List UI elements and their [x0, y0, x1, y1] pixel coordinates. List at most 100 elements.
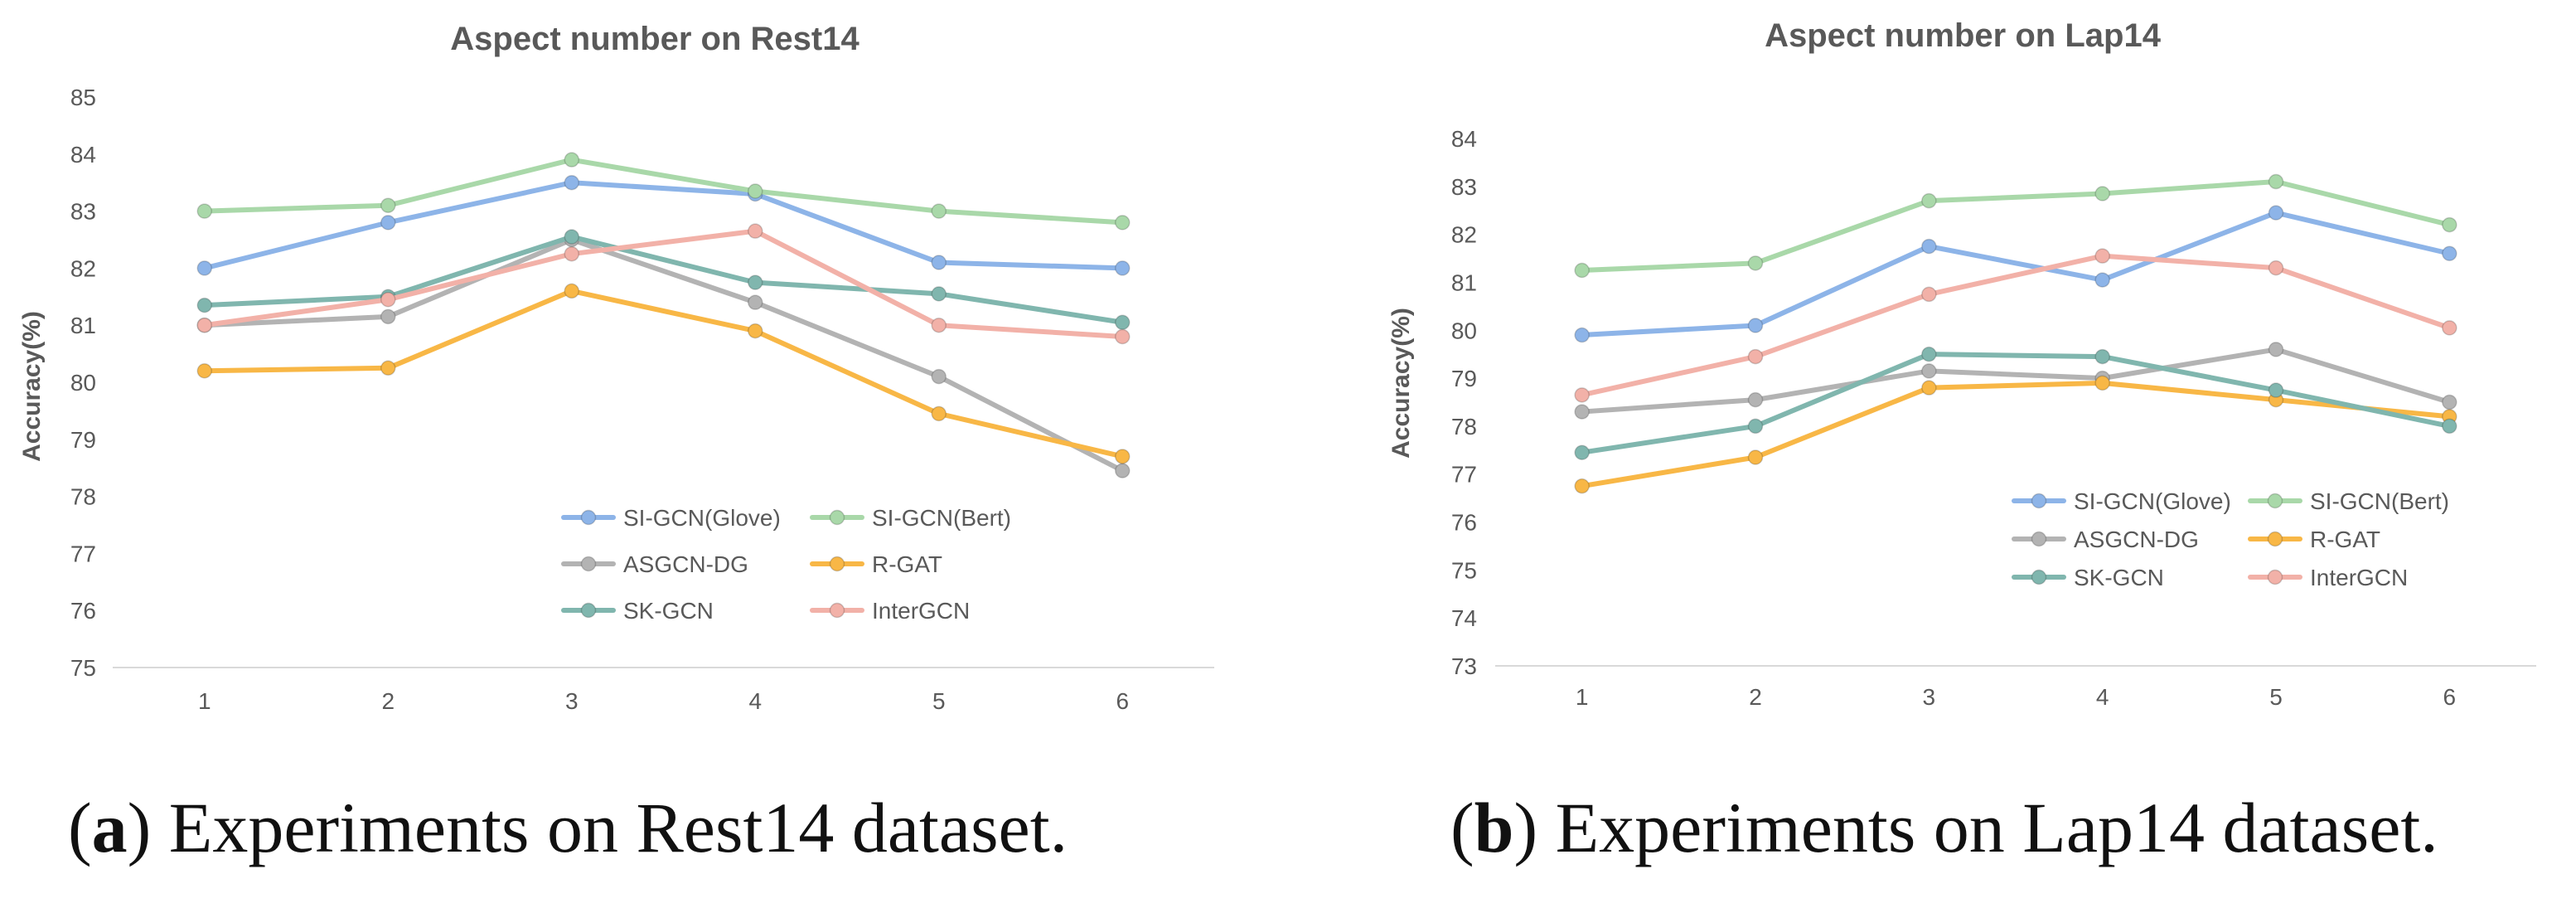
data-point-si-gcn-glove	[931, 255, 947, 270]
data-point-intergcn	[1747, 348, 1764, 365]
legend-marker-intergcn	[2267, 569, 2283, 585]
data-point-r-gat	[2094, 375, 2110, 391]
data-point-si-gcn-bert	[564, 152, 579, 168]
y-tick-label-rest14: 76	[70, 598, 96, 624]
data-point-si-gcn-bert	[1747, 255, 1764, 271]
y-tick-label-lap14: 79	[1451, 366, 1477, 391]
data-point-asgcn-dg	[931, 368, 947, 385]
legend-label-r-gat: R-GAT	[872, 551, 942, 577]
data-point-asgcn-dg	[748, 294, 763, 310]
y-tick-label-rest14: 82	[70, 255, 96, 281]
data-point-r-gat	[1574, 478, 1590, 494]
x-tick-label-lap14: 3	[1923, 684, 1936, 710]
legend-marker-si-gcn-bert	[829, 509, 845, 526]
legend-marker-r-gat	[829, 556, 845, 572]
data-point-asgcn-dg	[380, 308, 396, 325]
data-point-si-gcn-bert	[196, 203, 212, 219]
data-point-intergcn	[2094, 248, 2110, 264]
y-tick-label-rest14: 84	[70, 142, 96, 168]
x-tick-label-rest14: 5	[932, 688, 946, 714]
series-line-sk-gcn	[1579, 352, 2453, 455]
legend-label-intergcn: InterGCN	[2310, 565, 2408, 590]
data-point-si-gcn-bert	[2094, 186, 2110, 202]
y-tick-label-lap14: 73	[1451, 653, 1477, 679]
data-point-si-gcn-bert	[380, 197, 396, 213]
legend-marker-sk-gcn	[580, 602, 597, 619]
data-point-r-gat	[380, 360, 396, 376]
data-point-asgcn-dg	[1747, 391, 1764, 408]
caption-a: (a) Experiments on Rest14 dataset.	[68, 788, 1068, 867]
series-line-r-gat	[201, 288, 1126, 459]
legend-label-si-gcn-glove: SI-GCN(Glove)	[2074, 488, 2231, 514]
series-line-si-gcn-bert	[201, 157, 1126, 226]
series-line-asgcn-dg	[201, 237, 1126, 473]
data-point-intergcn	[1115, 328, 1131, 345]
chart-title-lap14: Aspect number on Lap14	[1765, 17, 2162, 54]
y-tick-label-lap14: 74	[1451, 605, 1477, 631]
legend-marker-si-gcn-bert	[2267, 493, 2283, 509]
legend-marker-si-gcn-glove	[580, 509, 597, 526]
data-point-r-gat	[748, 323, 763, 339]
legend-label-si-gcn-bert: SI-GCN(Bert)	[872, 505, 1011, 531]
y-tick-label-rest14: 83	[70, 199, 96, 225]
y-tick-label-lap14: 81	[1451, 269, 1477, 295]
legend-label-asgcn-dg: ASGCN-DG	[623, 551, 748, 577]
x-tick-label-lap14: 2	[1749, 684, 1762, 710]
y-tick-label-lap14: 78	[1451, 414, 1477, 439]
y-tick-label-rest14: 78	[70, 484, 96, 510]
y-tick-label-lap14: 75	[1451, 557, 1477, 583]
data-point-si-gcn-glove	[1747, 318, 1764, 333]
y-tick-label-lap14: 80	[1451, 318, 1477, 343]
y-tick-label-rest14: 80	[70, 370, 96, 396]
data-point-asgcn-dg	[2442, 394, 2457, 410]
x-tick-label-rest14: 6	[1116, 688, 1129, 714]
data-point-intergcn	[1574, 387, 1590, 403]
y-tick-label-lap14: 84	[1451, 126, 1477, 152]
y-tick-label-lap14: 77	[1451, 462, 1477, 488]
caption-a-letter: a	[91, 788, 128, 867]
data-point-sk-gcn	[1921, 346, 1937, 362]
data-point-si-gcn-glove	[2268, 205, 2284, 221]
legend-marker-asgcn-dg	[580, 556, 597, 572]
data-point-si-gcn-glove	[196, 260, 212, 276]
legend-label-sk-gcn: SK-GCN	[623, 598, 714, 624]
x-tick-label-lap14: 1	[1576, 684, 1589, 710]
x-tick-label-rest14: 4	[748, 688, 762, 714]
series-line-r-gat	[1579, 380, 2453, 489]
data-point-sk-gcn	[1574, 444, 1590, 460]
y-axis-label-lap14: Accuracy(%)	[1387, 308, 1415, 459]
caption-a-text: Experiments on Rest14 dataset.	[168, 788, 1068, 867]
chart-title-rest14: Aspect number on Rest14	[450, 21, 859, 57]
legend-marker-intergcn	[829, 602, 845, 619]
y-tick-label-lap14: 82	[1451, 222, 1477, 248]
legend-label-intergcn: InterGCN	[872, 598, 970, 624]
data-point-intergcn	[564, 245, 579, 262]
data-point-si-gcn-bert	[1574, 262, 1590, 279]
data-point-asgcn-dg	[1574, 404, 1590, 420]
data-point-intergcn	[2268, 260, 2284, 276]
caption-b: (b) Experiments on Lap14 dataset.	[1450, 788, 2438, 867]
y-tick-label-lap14: 76	[1451, 510, 1477, 536]
caption-b-text: Experiments on Lap14 dataset.	[1555, 788, 2438, 867]
y-tick-label-lap14: 83	[1451, 174, 1477, 200]
series-line-si-gcn-bert	[1579, 179, 2453, 273]
data-point-sk-gcn	[564, 229, 579, 245]
data-point-intergcn	[196, 317, 212, 333]
data-point-sk-gcn	[748, 274, 763, 290]
data-point-si-gcn-bert	[1115, 215, 1131, 231]
x-tick-label-lap14: 5	[2269, 684, 2283, 710]
data-point-sk-gcn	[1747, 418, 1764, 435]
data-point-intergcn	[380, 291, 396, 308]
data-point-sk-gcn	[931, 286, 947, 302]
series-line-intergcn	[1579, 253, 2453, 398]
data-point-r-gat	[1747, 449, 1764, 465]
data-point-sk-gcn	[2268, 382, 2284, 398]
legend-marker-r-gat	[2267, 531, 2283, 547]
data-point-si-gcn-glove	[2094, 272, 2110, 288]
x-tick-label-rest14: 1	[198, 688, 211, 714]
series-line-asgcn-dg	[1579, 347, 2453, 415]
y-tick-label-rest14: 77	[70, 541, 96, 566]
data-point-intergcn	[2442, 320, 2457, 336]
y-tick-label-rest14: 85	[70, 85, 96, 110]
y-tick-label-rest14: 75	[70, 655, 96, 681]
